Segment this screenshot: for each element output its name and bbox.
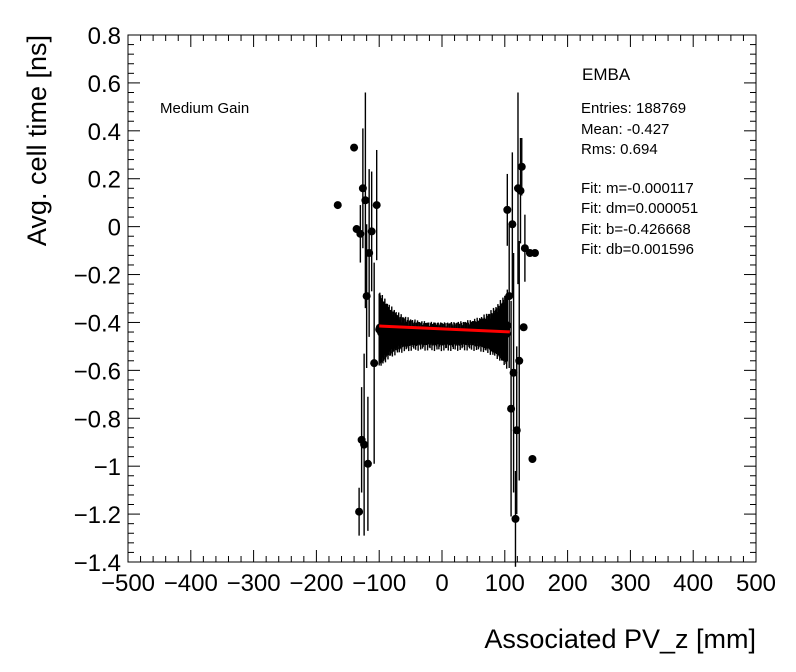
data-points	[333, 92, 539, 567]
y-tick-label: 0.8	[88, 23, 121, 50]
x-tick-label: 400	[673, 570, 713, 597]
outer-data-point	[517, 162, 526, 171]
stats-mean: Mean: -0.427	[581, 121, 669, 138]
y-tick-label: −0.8	[74, 406, 121, 433]
outer-data-point	[520, 244, 529, 253]
x-tick-label: −300	[227, 570, 281, 597]
outer-data-point	[333, 201, 342, 210]
x-tick-label: −200	[289, 570, 343, 597]
stats-fit-b: Fit: b=-0.426668	[581, 221, 691, 238]
outer-data-point	[511, 514, 520, 523]
outer-data-point	[530, 248, 539, 257]
stats-entries: Entries: 188769	[581, 100, 686, 117]
y-tick-label: −0.6	[74, 358, 121, 385]
outer-data-point	[363, 459, 372, 468]
stats-rms: Rms: 0.694	[581, 141, 658, 158]
y-tick-label: 0.4	[88, 119, 121, 146]
y-tick-label: −0.2	[74, 263, 121, 290]
y-tick-labels: 0.8 0.6 0.4 0.2 0 −0.2 −0.4 −0.6 −0.8 −1 −1.2 −1.4	[74, 23, 121, 577]
x-tick-label: 0	[435, 570, 448, 597]
y-axis-title: Avg. cell time [ns]	[22, 35, 52, 246]
outer-data-point	[372, 201, 381, 210]
axis-ticks	[127, 34, 757, 563]
outer-data-point	[350, 143, 359, 152]
x-tick-label: −500	[101, 570, 155, 597]
annotation-medium-gain: Medium Gain	[160, 100, 249, 117]
outer-data-point	[508, 220, 517, 229]
stats-name: EMBA	[582, 65, 631, 84]
y-tick-label: −1.4	[74, 550, 121, 577]
band-data-point	[503, 321, 512, 330]
outer-data-point	[361, 196, 370, 205]
x-tick-label: 300	[610, 570, 650, 597]
outer-data-point	[519, 323, 528, 332]
fit-line	[379, 324, 510, 334]
y-tick-label: −1.2	[74, 502, 121, 529]
outer-data-point	[515, 356, 524, 365]
x-tick-label: 100	[485, 570, 525, 597]
stats-fit-m: Fit: m=-0.000117	[581, 180, 694, 197]
y-tick-label: 0.6	[88, 71, 121, 98]
outer-data-point	[370, 359, 379, 368]
x-tick-label: 200	[548, 570, 588, 597]
stats-fit-db: Fit: db=0.001596	[581, 241, 694, 258]
x-tick-label: −100	[352, 570, 406, 597]
outer-data-point	[355, 507, 364, 516]
outer-data-point	[503, 205, 512, 214]
x-tick-label: −400	[164, 570, 218, 597]
x-tick-label: 500	[736, 570, 776, 597]
x-tick-labels: −500 −400 −300 −200 −100 0 100 200 300 400 500	[101, 570, 776, 597]
stats-fit-dm: Fit: dm=0.000051	[581, 200, 698, 217]
outer-data-point	[367, 227, 376, 236]
outer-data-point	[509, 368, 518, 377]
outer-data-point	[516, 186, 525, 195]
outer-data-point	[528, 454, 537, 463]
x-axis-title: Associated PV_z [mm]	[484, 624, 756, 654]
y-tick-label: −0.4	[74, 310, 121, 337]
y-tick-label: −1	[94, 454, 121, 481]
y-tick-label: 0	[108, 215, 121, 242]
stats-box: EMBA Entries: 188769 Mean: -0.427 Rms: 0…	[581, 65, 698, 258]
outer-data-point	[360, 440, 369, 449]
y-tick-label: 0.2	[88, 167, 121, 194]
